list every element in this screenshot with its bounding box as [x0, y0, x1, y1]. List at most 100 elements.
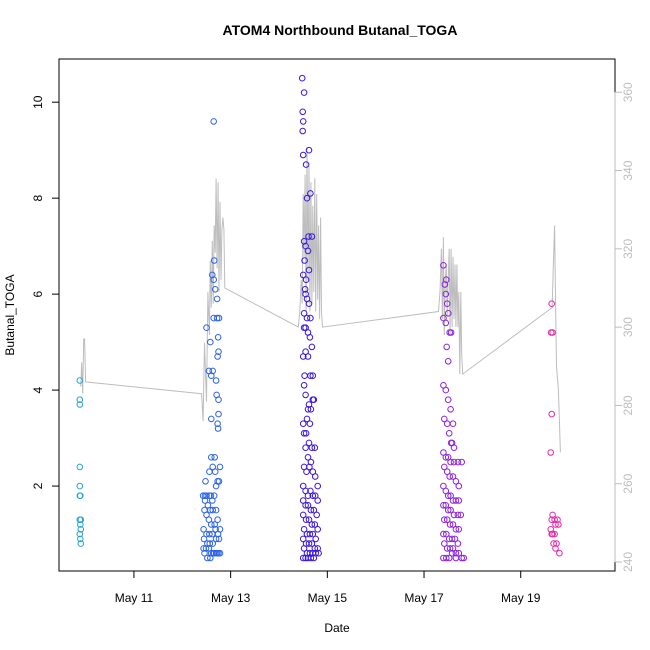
scatter-series-3	[298, 74, 322, 562]
scatter-point	[304, 502, 312, 509]
scatter-point	[303, 415, 311, 423]
scatter-point	[307, 554, 315, 562]
scatter-point	[301, 372, 308, 380]
scatter-point	[314, 482, 322, 490]
scatter-point	[200, 526, 207, 533]
scatter-point	[300, 89, 308, 96]
scatter-point	[447, 506, 454, 514]
scatter-point	[443, 516, 451, 524]
scatter-point	[442, 454, 450, 461]
y-tick-label: 4	[31, 386, 45, 393]
x-axis: May 11 May 13 May 15 May 17 May 19	[115, 570, 541, 605]
scatter-point	[307, 314, 314, 322]
scatter-point	[440, 502, 447, 509]
scatter-point	[442, 386, 450, 394]
scatter-point	[299, 535, 307, 543]
scatter-point	[305, 266, 313, 274]
scatter-point	[302, 161, 310, 168]
plot-frame	[58, 58, 616, 572]
scatter-point	[300, 545, 308, 552]
scatter-point	[553, 540, 560, 547]
y-axis-label: Butanal_TOGA	[3, 274, 17, 355]
scatter-point	[77, 526, 85, 533]
scatter-point	[213, 295, 221, 303]
scatter-point	[555, 521, 562, 528]
scatter-point	[299, 554, 307, 562]
scatter-point	[214, 516, 221, 524]
scatter-point	[207, 338, 214, 346]
scatter-series-2	[199, 118, 224, 562]
scatter-point	[548, 530, 556, 538]
scatter-point	[303, 468, 310, 476]
scatter-point	[76, 401, 84, 408]
scatter-point	[304, 406, 312, 413]
scatter-point	[216, 463, 224, 471]
scatter-point	[309, 530, 317, 538]
scatter-point	[455, 526, 463, 533]
scatter-point	[309, 372, 317, 380]
scatter-point	[211, 286, 219, 293]
scatter-point	[305, 233, 312, 240]
scatter-point	[209, 506, 216, 514]
scatter-point	[77, 535, 84, 543]
scatter-point	[306, 530, 314, 538]
x-tick-label: May 15	[308, 591, 348, 605]
scatter-point	[441, 540, 448, 547]
scatter-point	[303, 295, 311, 303]
scatter-point	[450, 444, 458, 452]
scatter-point	[313, 511, 321, 519]
scatter-point	[304, 454, 312, 461]
scatter-point	[447, 329, 455, 336]
scatter-point	[446, 521, 454, 528]
scatter-point	[444, 492, 452, 500]
scatter-point	[442, 290, 450, 298]
scatter-point	[298, 74, 306, 82]
scatter-point	[307, 190, 314, 197]
scatter-point	[210, 492, 218, 500]
scatter-point	[455, 482, 463, 490]
chart-title: ATOM4 Northbound Butanal_TOGA	[223, 22, 458, 38]
y2-tick-label: 260	[621, 473, 635, 493]
scatter-point	[455, 497, 463, 504]
scatter-point	[306, 334, 314, 341]
scatter-point	[551, 530, 558, 538]
scatter-point	[214, 420, 221, 428]
scatter-point	[443, 420, 451, 428]
y-tick-label: 8	[31, 195, 45, 202]
scatter-point	[452, 497, 460, 504]
scatter-point	[76, 482, 84, 490]
scatter-point	[449, 473, 457, 480]
scatter-point	[212, 377, 220, 384]
scatter-point	[310, 396, 318, 404]
scatter-point	[212, 535, 220, 543]
scatter-point	[215, 314, 223, 322]
scatter-point	[215, 410, 222, 418]
scatter-point	[211, 454, 218, 461]
scatter-point	[455, 549, 463, 557]
scatter-point	[304, 247, 312, 255]
scatter-point	[299, 108, 307, 116]
scatter-point	[548, 300, 556, 308]
points-layer	[76, 74, 563, 562]
y-axis-right: 240 260 280 300 320 340 360	[614, 82, 635, 572]
scatter-point	[450, 458, 458, 466]
scatter-point	[450, 511, 458, 519]
scatter-point	[206, 530, 213, 538]
scatter-point	[303, 194, 311, 202]
scatter-point	[306, 463, 313, 471]
x-tick-label: May 17	[404, 591, 444, 605]
scatter-point	[202, 478, 209, 485]
scatter-point	[208, 415, 215, 423]
scatter-point	[441, 463, 448, 471]
scatter-point	[299, 271, 307, 279]
scatter-point	[314, 526, 322, 533]
scatter-point	[214, 353, 221, 360]
scatter-point	[302, 430, 310, 437]
scatter-point	[76, 396, 84, 404]
scatter-point	[301, 257, 308, 264]
scatter-point	[445, 554, 453, 562]
scatter-point	[210, 118, 217, 125]
scatter-point	[212, 506, 220, 514]
scatter-point	[547, 449, 555, 456]
scatter-point	[300, 310, 308, 317]
